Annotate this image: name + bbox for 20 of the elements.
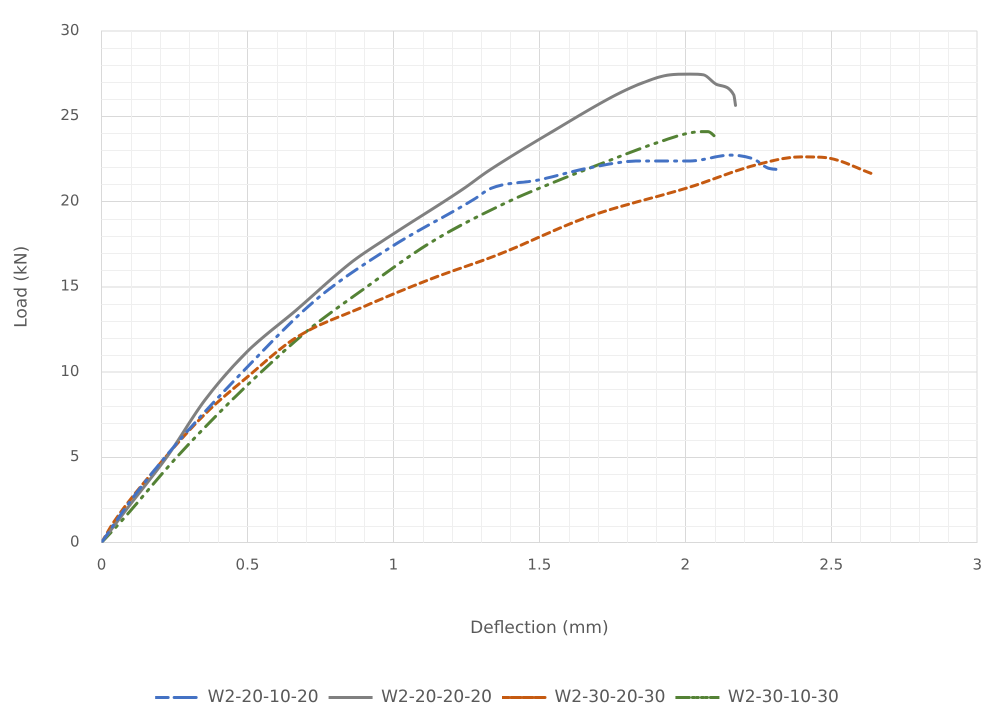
x-axis-title: Deflection (mm) xyxy=(470,618,609,638)
legend-label: W2-20-20-20 xyxy=(381,686,492,707)
x-tick-label: 1.5 xyxy=(527,555,552,574)
y-tick-label: 5 xyxy=(70,447,80,466)
y-tick-label: 10 xyxy=(60,362,80,380)
legend-label: W2-30-20-30 xyxy=(554,686,666,707)
x-tick-label: 0.5 xyxy=(236,555,260,574)
legend-label: W2-30-10-30 xyxy=(728,686,839,707)
y-tick-label: 15 xyxy=(60,276,80,295)
x-tick-label: 3 xyxy=(972,555,982,574)
y-tick-label: 30 xyxy=(60,20,80,39)
y-tick-label: 20 xyxy=(60,191,80,210)
x-tick-label: 2.5 xyxy=(819,555,844,574)
x-tick-label: 1 xyxy=(388,555,398,574)
y-tick-label: 25 xyxy=(60,106,80,124)
y-tick-label: 0 xyxy=(70,532,80,550)
x-tick-label: 0 xyxy=(96,555,106,574)
x-tick-label: 2 xyxy=(680,555,690,574)
legend-label: W2-20-10-20 xyxy=(208,686,319,707)
y-axis-title: Load (kN) xyxy=(12,246,32,328)
